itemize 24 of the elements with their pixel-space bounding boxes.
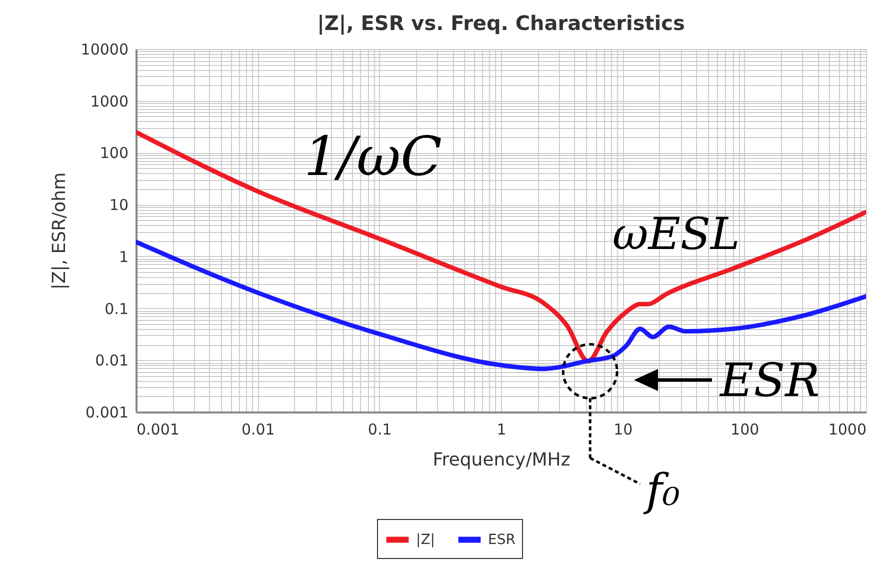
x-tick-label: 1000: [828, 420, 866, 438]
x-tick-label: 1: [496, 420, 506, 438]
y-tick-label: 10: [109, 196, 128, 214]
annotation: ωESL: [612, 209, 740, 260]
legend-label: ESR: [488, 532, 516, 548]
annotation: ESR: [719, 353, 820, 407]
y-tick-label: 1: [118, 248, 128, 266]
annotation: 1/ωC: [304, 125, 442, 188]
x-tick-label: 0.01: [241, 420, 275, 438]
y-tick-label: 0.01: [95, 352, 128, 370]
y-tick-label: 0.001: [86, 404, 128, 422]
annotation: f₀: [643, 465, 680, 516]
x-axis-title: Frequency/MHz: [432, 450, 570, 470]
y-axis-title: |Z|, ESR/ohm: [48, 172, 70, 290]
y-tick-label: 10000: [80, 40, 128, 58]
chart-title: |Z|, ESR vs. Freq. Characteristics: [317, 11, 685, 35]
legend-label: |Z|: [416, 532, 436, 548]
x-tick-label: 0.1: [368, 420, 392, 438]
y-tick-label: 1000: [90, 92, 128, 110]
x-tick-label: 10: [614, 420, 633, 438]
y-tick-label: 0.1: [104, 300, 128, 318]
x-tick-label: 100: [730, 420, 760, 438]
x-tick-label: 0.001: [136, 420, 180, 438]
y-tick-label: 100: [100, 144, 128, 162]
